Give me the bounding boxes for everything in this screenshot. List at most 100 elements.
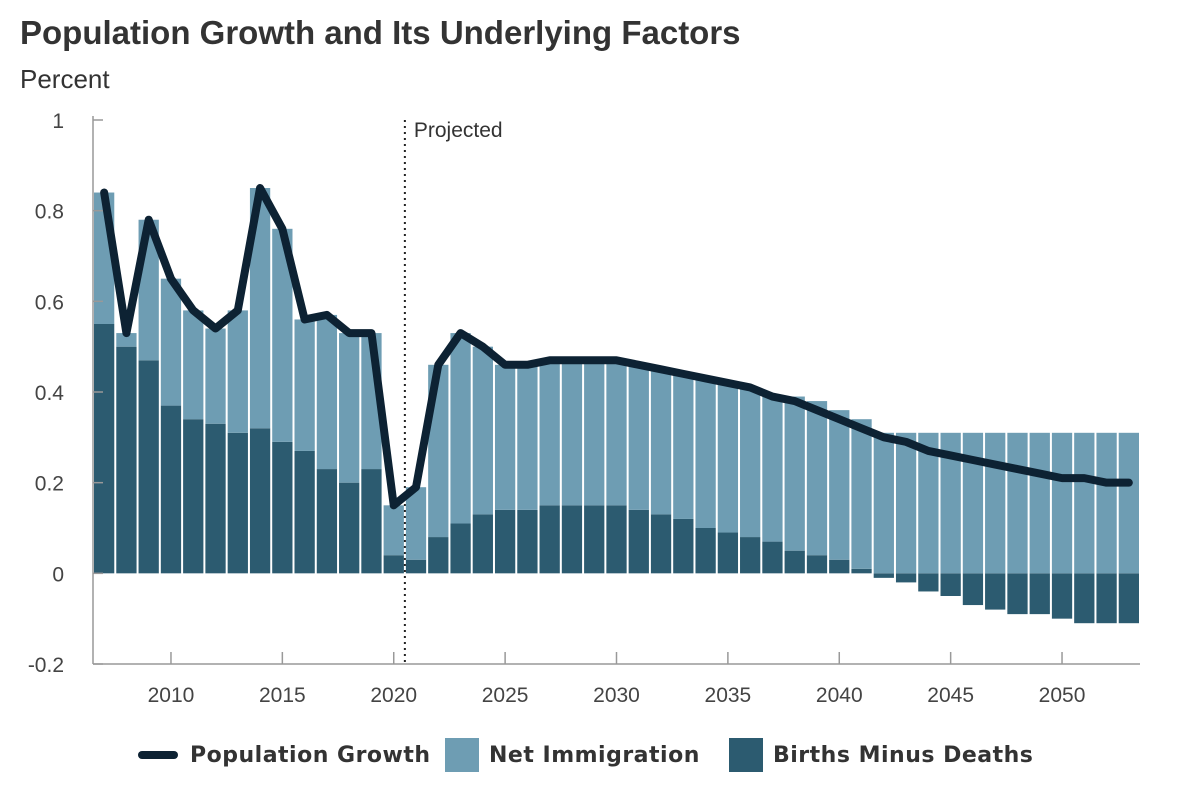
bar-births-minus-deaths xyxy=(450,523,471,574)
bar-net-immigration xyxy=(940,432,961,574)
bar-births-minus-deaths xyxy=(962,573,984,606)
bar-net-immigration xyxy=(717,382,739,533)
bar-births-minus-deaths xyxy=(561,505,583,574)
bar-births-minus-deaths xyxy=(227,432,248,574)
bar-births-minus-deaths xyxy=(517,509,538,574)
chart-title: Population Growth and Its Underlying Fac… xyxy=(20,14,741,51)
bar-births-minus-deaths xyxy=(472,514,493,574)
bar-births-minus-deaths xyxy=(695,528,716,574)
bar-births-minus-deaths xyxy=(339,482,360,574)
bar-net-immigration xyxy=(1118,432,1139,574)
bar-births-minus-deaths xyxy=(784,550,805,574)
bar-births-minus-deaths xyxy=(606,505,627,574)
x-tick-label: 2045 xyxy=(927,684,974,707)
bar-births-minus-deaths xyxy=(829,559,850,574)
x-tick-label: 2020 xyxy=(370,684,417,707)
bar-births-minus-deaths xyxy=(1074,573,1095,624)
bar-net-immigration xyxy=(249,188,271,429)
bar-net-immigration xyxy=(695,378,716,528)
bar-births-minus-deaths xyxy=(873,573,894,578)
projected-annotation: Projected xyxy=(414,119,503,142)
bar-net-immigration xyxy=(116,333,137,347)
legend-item-births-minus-deaths: Births Minus Deaths xyxy=(729,733,1033,777)
legend-label-population-growth: Population Growth xyxy=(190,742,431,768)
bar-net-immigration xyxy=(762,396,783,542)
bar-net-immigration xyxy=(494,364,516,510)
bar-births-minus-deaths xyxy=(1051,573,1073,619)
bar-births-minus-deaths xyxy=(806,555,828,574)
bar-net-immigration xyxy=(472,346,493,515)
bar-births-minus-deaths xyxy=(628,509,649,574)
x-tick-label: 2025 xyxy=(482,684,529,707)
bar-births-minus-deaths xyxy=(272,441,293,574)
bar-net-immigration xyxy=(962,432,984,574)
bar-births-minus-deaths xyxy=(673,518,694,574)
bar-births-minus-deaths xyxy=(1118,573,1139,624)
legend-item-population-growth: Population Growth xyxy=(138,733,431,777)
bar-net-immigration xyxy=(584,360,605,506)
bar-births-minus-deaths xyxy=(294,450,315,574)
legend: Population Growth Net Immigration Births… xyxy=(0,733,1200,777)
bar-net-immigration xyxy=(895,432,917,574)
y-tick-label: 0.2 xyxy=(35,473,64,496)
x-tick-label: 2015 xyxy=(259,684,306,707)
bar-births-minus-deaths xyxy=(205,423,226,574)
y-tick-label: 0.4 xyxy=(35,382,65,405)
legend-line-icon xyxy=(138,751,178,759)
legend-label-births-minus-deaths: Births Minus Deaths xyxy=(773,742,1034,768)
bar-births-minus-deaths xyxy=(584,505,605,574)
bar-net-immigration xyxy=(985,432,1006,574)
bar-births-minus-deaths xyxy=(494,509,516,574)
bar-net-immigration xyxy=(1029,432,1050,574)
bar-births-minus-deaths xyxy=(405,559,427,574)
bar-net-immigration xyxy=(227,310,248,433)
bar-births-minus-deaths xyxy=(940,573,961,596)
bar-net-immigration xyxy=(272,228,293,442)
bar-net-immigration xyxy=(918,432,939,574)
bar-births-minus-deaths xyxy=(383,555,404,574)
legend-label-net-immigration: Net Immigration xyxy=(489,742,700,768)
bar-births-minus-deaths xyxy=(116,346,137,574)
bar-net-immigration xyxy=(539,360,560,506)
bar-births-minus-deaths xyxy=(851,568,872,574)
bar-births-minus-deaths xyxy=(717,532,739,574)
bar-net-immigration xyxy=(1074,432,1095,574)
bar-net-immigration xyxy=(650,369,672,515)
bar-net-immigration xyxy=(561,360,583,506)
y-tick-label: 0.6 xyxy=(35,291,64,314)
bar-births-minus-deaths xyxy=(249,428,271,574)
bar-net-immigration xyxy=(160,278,182,406)
bar-net-immigration xyxy=(205,328,226,424)
y-tick-label: 1 xyxy=(52,110,64,133)
legend-item-net-immigration: Net Immigration xyxy=(445,733,700,777)
bar-births-minus-deaths xyxy=(650,514,672,574)
bar-net-immigration xyxy=(851,419,872,569)
bar-net-immigration xyxy=(1007,432,1028,574)
bar-net-immigration xyxy=(316,314,338,470)
bar-net-immigration xyxy=(339,333,360,483)
legend-swatch-icon xyxy=(729,738,763,772)
bar-net-immigration xyxy=(873,432,894,574)
x-tick-label: 2010 xyxy=(148,684,195,707)
y-axis-unit-label: Percent xyxy=(20,64,110,94)
y-tick-label: 0 xyxy=(52,563,64,586)
bar-births-minus-deaths xyxy=(316,469,338,574)
bar-births-minus-deaths xyxy=(94,324,115,574)
bar-births-minus-deaths xyxy=(762,541,783,574)
legend-swatch-icon xyxy=(445,738,479,772)
bar-net-immigration xyxy=(606,360,627,506)
bar-births-minus-deaths xyxy=(1029,573,1050,615)
x-tick-label: 2050 xyxy=(1039,684,1086,707)
x-tick-label: 2040 xyxy=(816,684,863,707)
bar-births-minus-deaths xyxy=(740,537,761,574)
y-tick-label: -0.2 xyxy=(28,654,64,677)
y-tick-label: 0.8 xyxy=(35,201,64,224)
bar-net-immigration xyxy=(829,410,850,560)
bar-births-minus-deaths xyxy=(138,360,159,574)
bar-births-minus-deaths xyxy=(539,505,560,574)
bar-births-minus-deaths xyxy=(361,469,382,574)
series-line-population-growth xyxy=(100,184,1133,510)
bar-net-immigration xyxy=(450,333,471,524)
bar-net-immigration xyxy=(1096,432,1117,574)
bar-births-minus-deaths xyxy=(895,573,917,583)
